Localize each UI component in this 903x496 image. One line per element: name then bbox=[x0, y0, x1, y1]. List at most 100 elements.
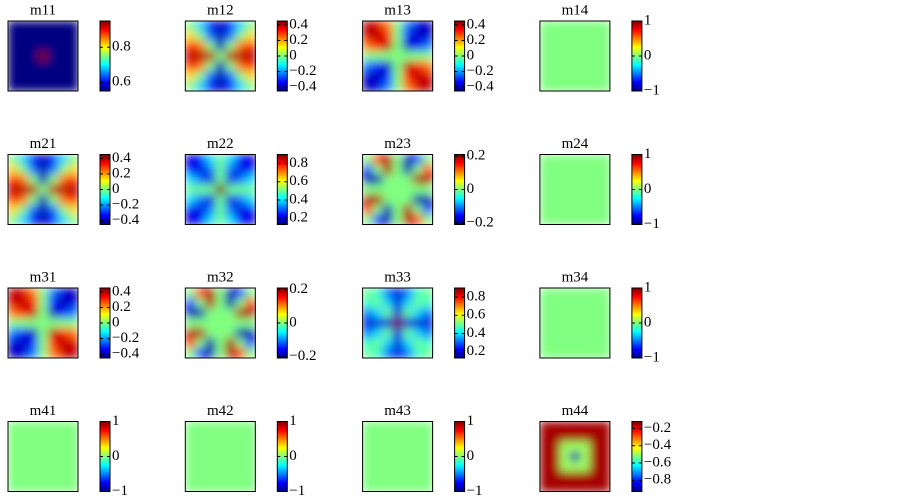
heatmap-cell bbox=[225, 348, 236, 359]
panel-title: m13 bbox=[384, 2, 411, 18]
heatmap-cell bbox=[235, 214, 246, 225]
heatmap-cell bbox=[68, 21, 79, 32]
heatmap-cell bbox=[205, 348, 216, 359]
heatmap-cell bbox=[599, 481, 611, 492]
heatmap-image bbox=[539, 21, 611, 92]
heatmap-frame bbox=[184, 154, 256, 225]
heatmap-cell bbox=[392, 318, 404, 329]
heatmap-cell bbox=[68, 214, 79, 225]
heatmap-frame bbox=[7, 154, 79, 225]
heatmap-cell bbox=[245, 214, 256, 225]
colorbar-tick-label: 0.2 bbox=[467, 32, 486, 48]
heatmap-cell bbox=[422, 51, 434, 62]
heatmap-cell bbox=[402, 61, 414, 72]
colorbar-tick-label: 0 bbox=[289, 47, 297, 63]
heatmap-cell bbox=[215, 214, 226, 225]
heatmap-cell bbox=[58, 348, 69, 359]
colorbar-tick-label: −0.6 bbox=[644, 454, 672, 470]
heatmap-cell bbox=[215, 204, 226, 215]
heatmap-cell bbox=[68, 328, 79, 339]
heatmap-cell bbox=[402, 51, 414, 62]
heatmap-cell bbox=[225, 21, 236, 32]
heatmap-cell bbox=[549, 421, 561, 432]
panel-title: m21 bbox=[30, 136, 57, 152]
heatmap-cell bbox=[68, 154, 79, 165]
heatmap-cell bbox=[392, 348, 404, 359]
heatmap-cell bbox=[28, 184, 39, 195]
heatmap-frame bbox=[362, 421, 434, 492]
heatmap-cell bbox=[569, 421, 581, 432]
heatmap-cell bbox=[225, 41, 236, 52]
heatmap-cell bbox=[382, 41, 394, 52]
heatmap-cell bbox=[372, 214, 384, 225]
colorbar-tick-label: 0.2 bbox=[467, 343, 486, 359]
heatmap-cell bbox=[8, 164, 19, 175]
heatmap-cell bbox=[205, 51, 216, 62]
heatmap-cell bbox=[539, 431, 551, 442]
heatmap-cell bbox=[412, 71, 424, 82]
colorbar-tick-label: 0.8 bbox=[112, 39, 131, 55]
heatmap-cell bbox=[412, 214, 424, 225]
heatmap-cell bbox=[362, 21, 374, 32]
heatmap-cell bbox=[372, 318, 384, 329]
heatmap-cell bbox=[215, 154, 226, 165]
heatmap-cell bbox=[412, 194, 424, 205]
heatmap-cell bbox=[412, 184, 424, 195]
heatmap-cell bbox=[422, 328, 434, 339]
heatmap-cell bbox=[392, 21, 404, 32]
heatmap-cell bbox=[422, 318, 434, 329]
heatmap-cell bbox=[372, 328, 384, 339]
heatmap-image bbox=[8, 288, 79, 359]
heatmap-cell bbox=[185, 204, 196, 215]
heatmap-cell bbox=[8, 154, 19, 165]
colorbar-tick-label: 0 bbox=[644, 47, 652, 63]
heatmap-cell bbox=[362, 41, 374, 52]
heatmap-cell bbox=[402, 338, 414, 349]
heatmap-cell bbox=[539, 471, 551, 482]
heatmap-cell bbox=[245, 31, 256, 42]
heatmap-cell bbox=[412, 31, 424, 42]
heatmap-cell bbox=[205, 31, 216, 42]
heatmap-cell bbox=[412, 288, 424, 299]
heatmap-cell bbox=[48, 61, 59, 72]
colorbar-tick-label: −0.4 bbox=[112, 212, 140, 228]
heatmap-cell bbox=[559, 461, 571, 472]
heatmap-cell bbox=[402, 318, 414, 329]
heatmap-cell bbox=[68, 288, 79, 299]
heatmap-cell bbox=[362, 298, 374, 309]
heatmap-cell bbox=[8, 51, 19, 62]
heatmap-cell bbox=[599, 441, 611, 452]
heatmap-cell bbox=[569, 481, 581, 492]
heatmap-cell bbox=[382, 71, 394, 82]
heatmap-cell bbox=[235, 164, 246, 175]
heatmap-cell bbox=[362, 194, 374, 205]
colorbar bbox=[631, 421, 643, 492]
colorbar-tick-label: 0 bbox=[644, 314, 652, 330]
heatmap-cell bbox=[28, 194, 39, 205]
heatmap-cell bbox=[68, 51, 79, 62]
heatmap-cell bbox=[195, 61, 206, 72]
heatmap-cell bbox=[28, 298, 39, 309]
colorbar-tick-label: −0.4 bbox=[289, 79, 317, 95]
heatmap-cell bbox=[372, 174, 384, 185]
heatmap-cell bbox=[58, 288, 69, 299]
heatmap-cell bbox=[422, 164, 434, 175]
heatmap-cell bbox=[392, 71, 404, 82]
heatmap-cell bbox=[195, 51, 206, 62]
heatmap-cell bbox=[38, 308, 49, 319]
heatmap-cell bbox=[589, 471, 601, 482]
heatmap-cell bbox=[245, 328, 256, 339]
heatmap-cell bbox=[392, 184, 404, 195]
heatmap-cell bbox=[8, 318, 19, 329]
heatmap-cell bbox=[195, 31, 206, 42]
heatmap-cell bbox=[579, 481, 591, 492]
panel-title: m41 bbox=[30, 403, 57, 419]
heatmap-cell bbox=[58, 61, 69, 72]
heatmap-cell bbox=[48, 184, 59, 195]
heatmap-cell bbox=[579, 451, 591, 462]
heatmap-cell bbox=[382, 154, 394, 165]
heatmap-cell bbox=[235, 174, 246, 185]
heatmap-cell bbox=[205, 328, 216, 339]
heatmap-cell bbox=[422, 204, 434, 215]
heatmap-cell bbox=[8, 31, 19, 42]
